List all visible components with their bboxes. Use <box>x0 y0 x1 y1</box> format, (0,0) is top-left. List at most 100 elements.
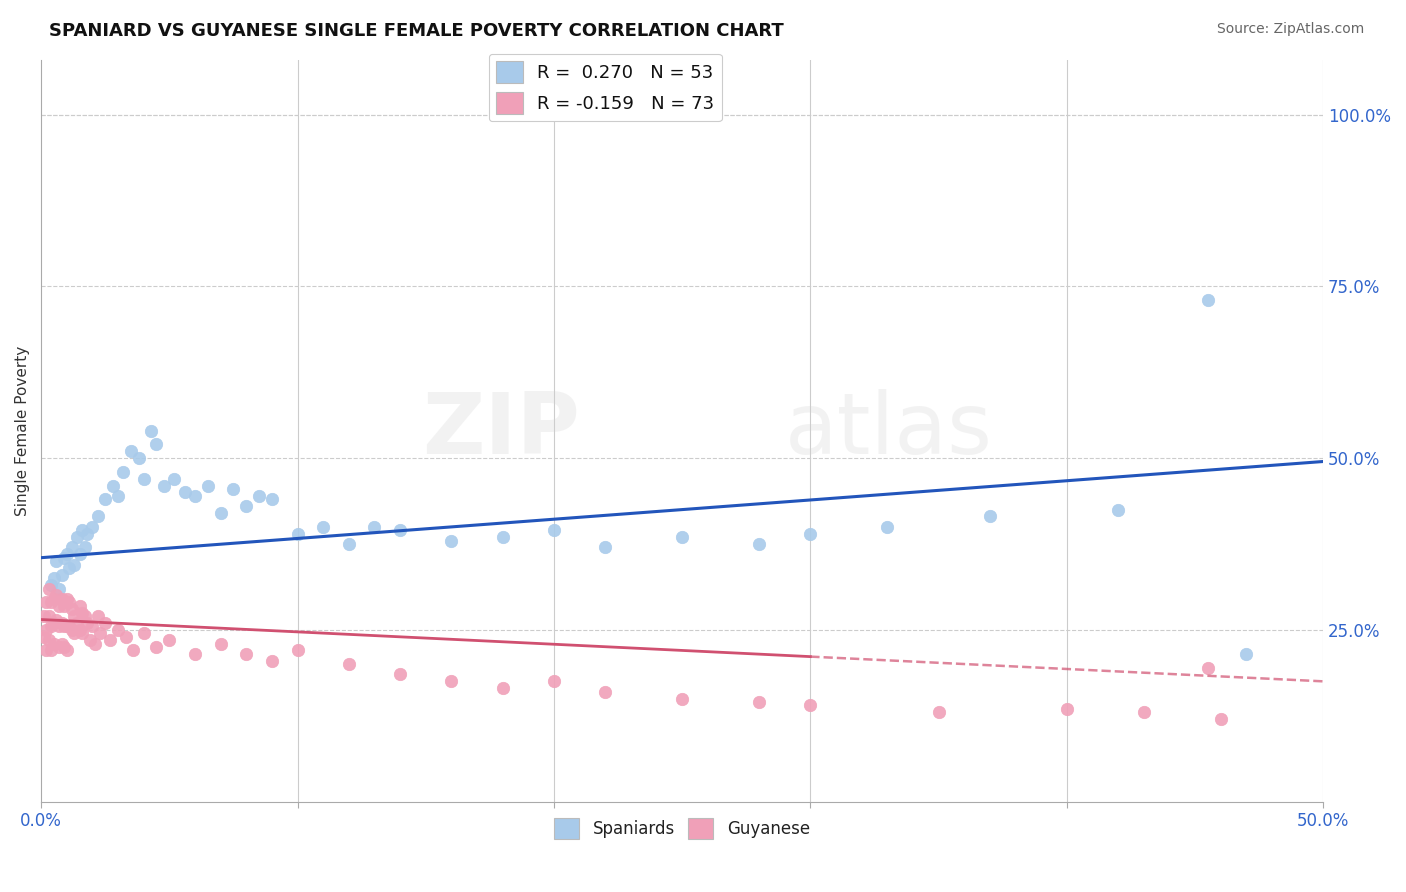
Point <box>491 681 513 696</box>
Point <box>163 472 186 486</box>
Point <box>82 520 104 534</box>
Point <box>363 520 385 534</box>
Point <box>60 602 83 616</box>
Point <box>94 492 117 507</box>
Point <box>543 674 565 689</box>
Point <box>184 489 207 503</box>
Point <box>42 571 65 585</box>
Point <box>1197 293 1219 307</box>
Point <box>76 526 98 541</box>
Point <box>543 523 565 537</box>
Point <box>1209 712 1232 726</box>
Point <box>32 630 55 644</box>
Point <box>337 537 360 551</box>
Point <box>671 530 693 544</box>
Point <box>41 619 63 633</box>
Point <box>979 509 1001 524</box>
Point <box>45 613 67 627</box>
Point <box>55 643 77 657</box>
Point <box>51 567 73 582</box>
Point <box>58 595 80 609</box>
Point <box>41 595 63 609</box>
Point <box>55 619 77 633</box>
Point <box>1132 706 1154 720</box>
Point <box>132 626 155 640</box>
Point <box>70 523 93 537</box>
Point <box>122 643 145 657</box>
Point <box>69 599 91 613</box>
Point <box>112 465 135 479</box>
Point <box>593 684 616 698</box>
Point <box>51 615 73 630</box>
Point <box>63 626 86 640</box>
Point <box>53 619 76 633</box>
Point <box>48 640 70 654</box>
Point <box>35 623 58 637</box>
Point <box>197 478 219 492</box>
Point <box>38 609 60 624</box>
Point <box>38 582 60 596</box>
Point <box>235 499 257 513</box>
Point <box>337 657 360 672</box>
Point <box>63 609 86 624</box>
Point <box>107 623 129 637</box>
Point <box>114 630 136 644</box>
Point <box>101 478 124 492</box>
Point <box>60 541 83 555</box>
Point <box>42 636 65 650</box>
Point <box>79 633 101 648</box>
Point <box>389 523 412 537</box>
Text: ZIP: ZIP <box>422 389 579 472</box>
Point <box>86 509 108 524</box>
Point <box>53 599 76 613</box>
Point <box>157 633 180 648</box>
Point <box>94 615 117 630</box>
Text: Source: ZipAtlas.com: Source: ZipAtlas.com <box>1216 22 1364 37</box>
Point <box>209 636 232 650</box>
Point <box>35 643 58 657</box>
Point <box>42 615 65 630</box>
Point <box>748 537 770 551</box>
Point <box>53 550 76 565</box>
Point <box>260 492 283 507</box>
Point <box>63 558 86 572</box>
Point <box>86 609 108 624</box>
Point <box>98 633 121 648</box>
Point <box>312 520 335 534</box>
Point <box>69 547 91 561</box>
Point <box>928 706 950 720</box>
Legend: Spaniards, Guyanese: Spaniards, Guyanese <box>548 812 817 846</box>
Point <box>51 591 73 606</box>
Point <box>141 424 163 438</box>
Y-axis label: Single Female Poverty: Single Female Poverty <box>15 345 30 516</box>
Point <box>70 626 93 640</box>
Text: SPANIARD VS GUYANESE SINGLE FEMALE POVERTY CORRELATION CHART: SPANIARD VS GUYANESE SINGLE FEMALE POVER… <box>49 22 785 40</box>
Point <box>41 643 63 657</box>
Point <box>107 489 129 503</box>
Point <box>58 561 80 575</box>
Point <box>82 619 104 633</box>
Point <box>260 654 283 668</box>
Point <box>132 472 155 486</box>
Point <box>671 691 693 706</box>
Point <box>66 615 89 630</box>
Point <box>593 541 616 555</box>
Point <box>209 506 232 520</box>
Point <box>173 485 195 500</box>
Point <box>48 582 70 596</box>
Point <box>48 599 70 613</box>
Point <box>41 578 63 592</box>
Point <box>76 615 98 630</box>
Point <box>1197 660 1219 674</box>
Point <box>73 609 96 624</box>
Point <box>73 541 96 555</box>
Point <box>120 444 142 458</box>
Point <box>89 626 111 640</box>
Point <box>32 609 55 624</box>
Point <box>69 623 91 637</box>
Point <box>45 589 67 603</box>
Point <box>799 698 821 713</box>
Point <box>222 482 245 496</box>
Point <box>1234 647 1257 661</box>
Point <box>55 591 77 606</box>
